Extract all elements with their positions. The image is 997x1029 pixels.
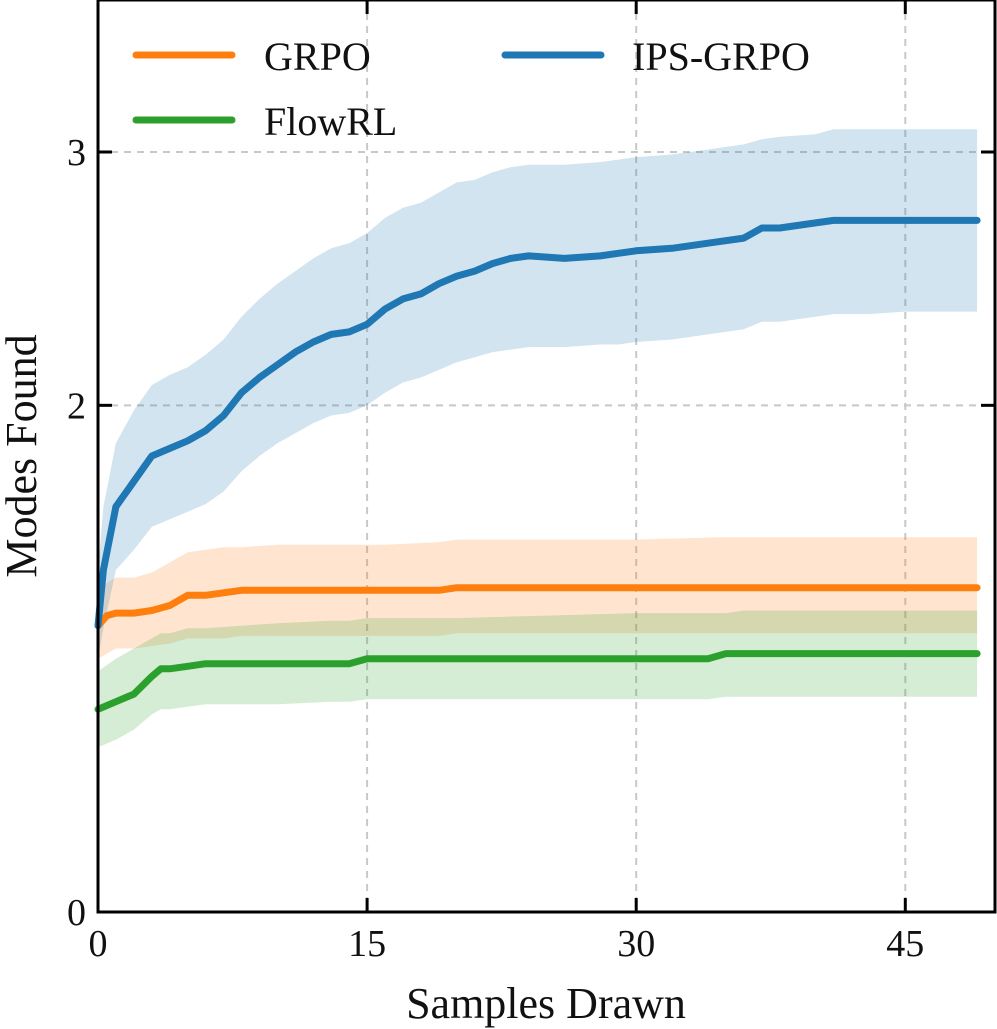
band-grpo bbox=[98, 537, 978, 659]
band-ips-grpo bbox=[98, 129, 978, 659]
plot-frame bbox=[96, 0, 997, 914]
confidence-bands bbox=[98, 129, 978, 748]
legend-label-grpo: GRPO bbox=[264, 34, 371, 79]
y-tick-label: 0 bbox=[67, 892, 86, 934]
line-ips-grpo bbox=[94, 216, 981, 630]
line-flowrl bbox=[94, 650, 981, 713]
band-flowrl bbox=[98, 610, 978, 748]
legend-label-ips-grpo: IPS-GRPO bbox=[632, 34, 810, 79]
series-lines bbox=[94, 216, 981, 713]
line-grpo bbox=[94, 584, 981, 630]
x-tick-label: 0 bbox=[89, 923, 108, 965]
x-tick-label: 30 bbox=[617, 923, 655, 965]
axis-ticks: 0 15 30 45 0 2 3 bbox=[67, 0, 995, 965]
grid-lines bbox=[98, 0, 995, 912]
y-tick-label: 2 bbox=[67, 385, 86, 427]
legend: GRPO IPS-GRPO FlowRL bbox=[132, 34, 810, 144]
legend-label-flowrl: FlowRL bbox=[264, 99, 397, 144]
x-tick-label: 15 bbox=[348, 923, 386, 965]
x-axis-label: Samples Drawn bbox=[406, 979, 686, 1028]
y-tick-label: 3 bbox=[67, 132, 86, 174]
x-tick-label: 45 bbox=[886, 923, 924, 965]
y-axis-label: Modes Found bbox=[0, 334, 46, 577]
